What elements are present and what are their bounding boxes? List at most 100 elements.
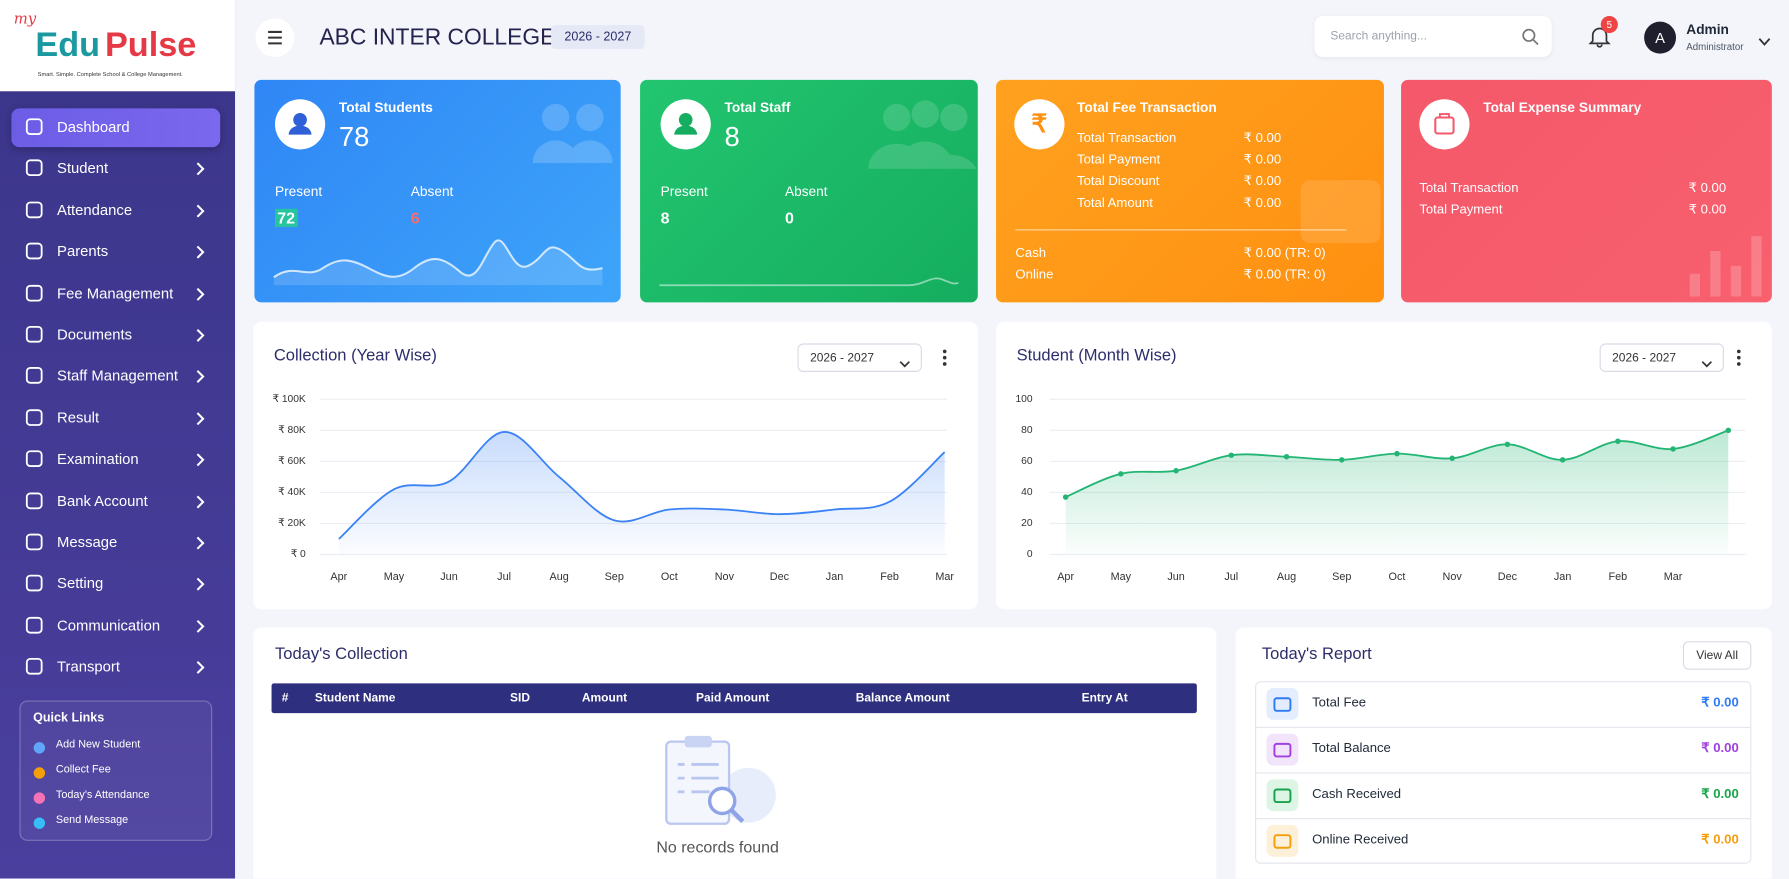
report-label: Online Received: [1312, 833, 1409, 847]
present-value: 8: [660, 208, 670, 228]
menu-icon: [24, 490, 45, 511]
logo-tagline: Smart. Simple. Complete School & College…: [37, 71, 183, 79]
menu-icon: [24, 449, 45, 470]
report-icon: [1266, 779, 1299, 812]
column-header: Entry At: [1081, 690, 1128, 705]
search-placeholder[interactable]: Search anything...: [1330, 29, 1427, 44]
quick-link[interactable]: Add New Student: [55, 738, 141, 752]
report-value: ₹ 0.00: [1701, 741, 1739, 756]
user-name[interactable]: Admin: [1686, 21, 1729, 38]
menu-icon: [24, 407, 45, 428]
absent-value: 0: [784, 208, 794, 228]
quick-link-icon: [33, 790, 46, 804]
chart-filter-text: 2026 - 2027: [810, 350, 875, 365]
avatar: [1644, 21, 1677, 54]
menu-item[interactable]: Communication: [57, 616, 161, 634]
menu-icon: [24, 615, 45, 636]
column-header: Balance Amount: [855, 690, 950, 705]
kebab: [1735, 348, 1742, 367]
menu-item[interactable]: Bank Account: [57, 491, 148, 509]
report-icon: [1266, 733, 1299, 766]
empty-illustration: [659, 732, 779, 829]
notification-count: 5: [1606, 18, 1612, 30]
absent-value: 6: [410, 208, 420, 228]
column-header: Student Name: [314, 690, 396, 705]
menu-item[interactable]: Message: [57, 533, 118, 551]
menu-item[interactable]: Student: [57, 159, 109, 177]
card-title: Total Expense Summary: [1483, 99, 1642, 116]
badge: [1600, 15, 1618, 34]
report-icon: [1266, 824, 1299, 857]
chart-filter[interactable]: [1599, 343, 1724, 372]
chevron: [194, 161, 205, 176]
chevron: [194, 286, 205, 301]
menu-icon: [24, 656, 45, 677]
empty-text: No records found: [656, 837, 779, 856]
report-value: ₹ 0.00: [1701, 833, 1739, 847]
menu-item[interactable]: Setting: [57, 574, 104, 593]
report-label: Total Balance: [1312, 741, 1391, 756]
menu-icon: [24, 532, 45, 553]
quick-links-title: Quick Links: [33, 711, 105, 726]
user-chevron: [1758, 32, 1771, 46]
column-header: Paid Amount: [695, 690, 770, 705]
menu-item[interactable]: Fee Management: [57, 284, 174, 302]
quick-link[interactable]: Today's Attendance: [55, 788, 150, 802]
table-header: [271, 683, 1197, 714]
panel-title: Today's Collection: [274, 645, 408, 664]
chart-title: Collection (Year Wise): [273, 346, 437, 365]
view-all-text[interactable]: View All: [1696, 648, 1738, 663]
menu-item[interactable]: Result: [57, 408, 100, 426]
menu-item[interactable]: Staff Management: [57, 367, 178, 385]
report-value: ₹ 0.00: [1701, 787, 1739, 802]
chevron: [194, 203, 205, 218]
row-divider: [1256, 772, 1751, 774]
report-label: Cash Received: [1312, 787, 1402, 802]
chart-filter[interactable]: [797, 343, 922, 372]
column-header: Amount: [581, 690, 628, 705]
menu-item[interactable]: Transport: [57, 657, 120, 676]
chevron: [194, 452, 205, 467]
logo-area: [0, 0, 236, 92]
report-icon: [1266, 687, 1299, 720]
card-title: Total Students: [338, 99, 433, 116]
menu-item[interactable]: Dashboard: [57, 118, 130, 136]
chevron: [194, 369, 205, 384]
menu-icon: [24, 116, 45, 137]
card-icon: [1418, 98, 1470, 150]
chart-filter-text: 2026 - 2027: [1612, 350, 1677, 365]
expense-label: Total Payment: [1419, 203, 1503, 218]
column-header: SID: [510, 690, 530, 705]
card-title: Total Staff: [724, 99, 791, 116]
report-label: Total Fee: [1312, 696, 1367, 710]
report-value: ₹ 0.00: [1701, 696, 1739, 710]
quick-link[interactable]: Collect Fee: [55, 763, 111, 777]
menu-item[interactable]: Examination: [57, 450, 139, 468]
card-icon: [659, 98, 711, 150]
absent-label: Absent: [784, 183, 828, 200]
panel-title: Today's Report: [1261, 645, 1372, 664]
view-all-button[interactable]: [1682, 641, 1752, 670]
card-value: 8: [724, 122, 740, 153]
menu-icon: [24, 199, 45, 220]
avatar-letter: A: [1655, 29, 1666, 47]
card-icon: [274, 98, 326, 150]
fee-value: ₹ 0.00: [1243, 131, 1282, 146]
quick-link[interactable]: Send Message: [55, 813, 129, 827]
chevron: [194, 618, 205, 633]
chevron: [194, 494, 205, 508]
chevron: [194, 660, 205, 675]
card-wave: [657, 268, 960, 291]
menu-item[interactable]: Parents: [57, 242, 109, 260]
report-box: [1255, 681, 1752, 864]
menu-icon: [24, 241, 45, 262]
expense-label: Total Transaction: [1419, 181, 1519, 196]
menu-item[interactable]: Documents: [57, 325, 133, 343]
fee-label: Total Discount: [1077, 174, 1160, 189]
fee-label: Total Amount: [1077, 196, 1153, 211]
mode-label: Online: [1015, 268, 1054, 283]
school-name: ABC INTER COLLEGE: [319, 25, 556, 51]
menu-item[interactable]: Attendance: [57, 201, 133, 219]
card-decor: [863, 100, 977, 169]
present-value: 72: [274, 208, 298, 228]
